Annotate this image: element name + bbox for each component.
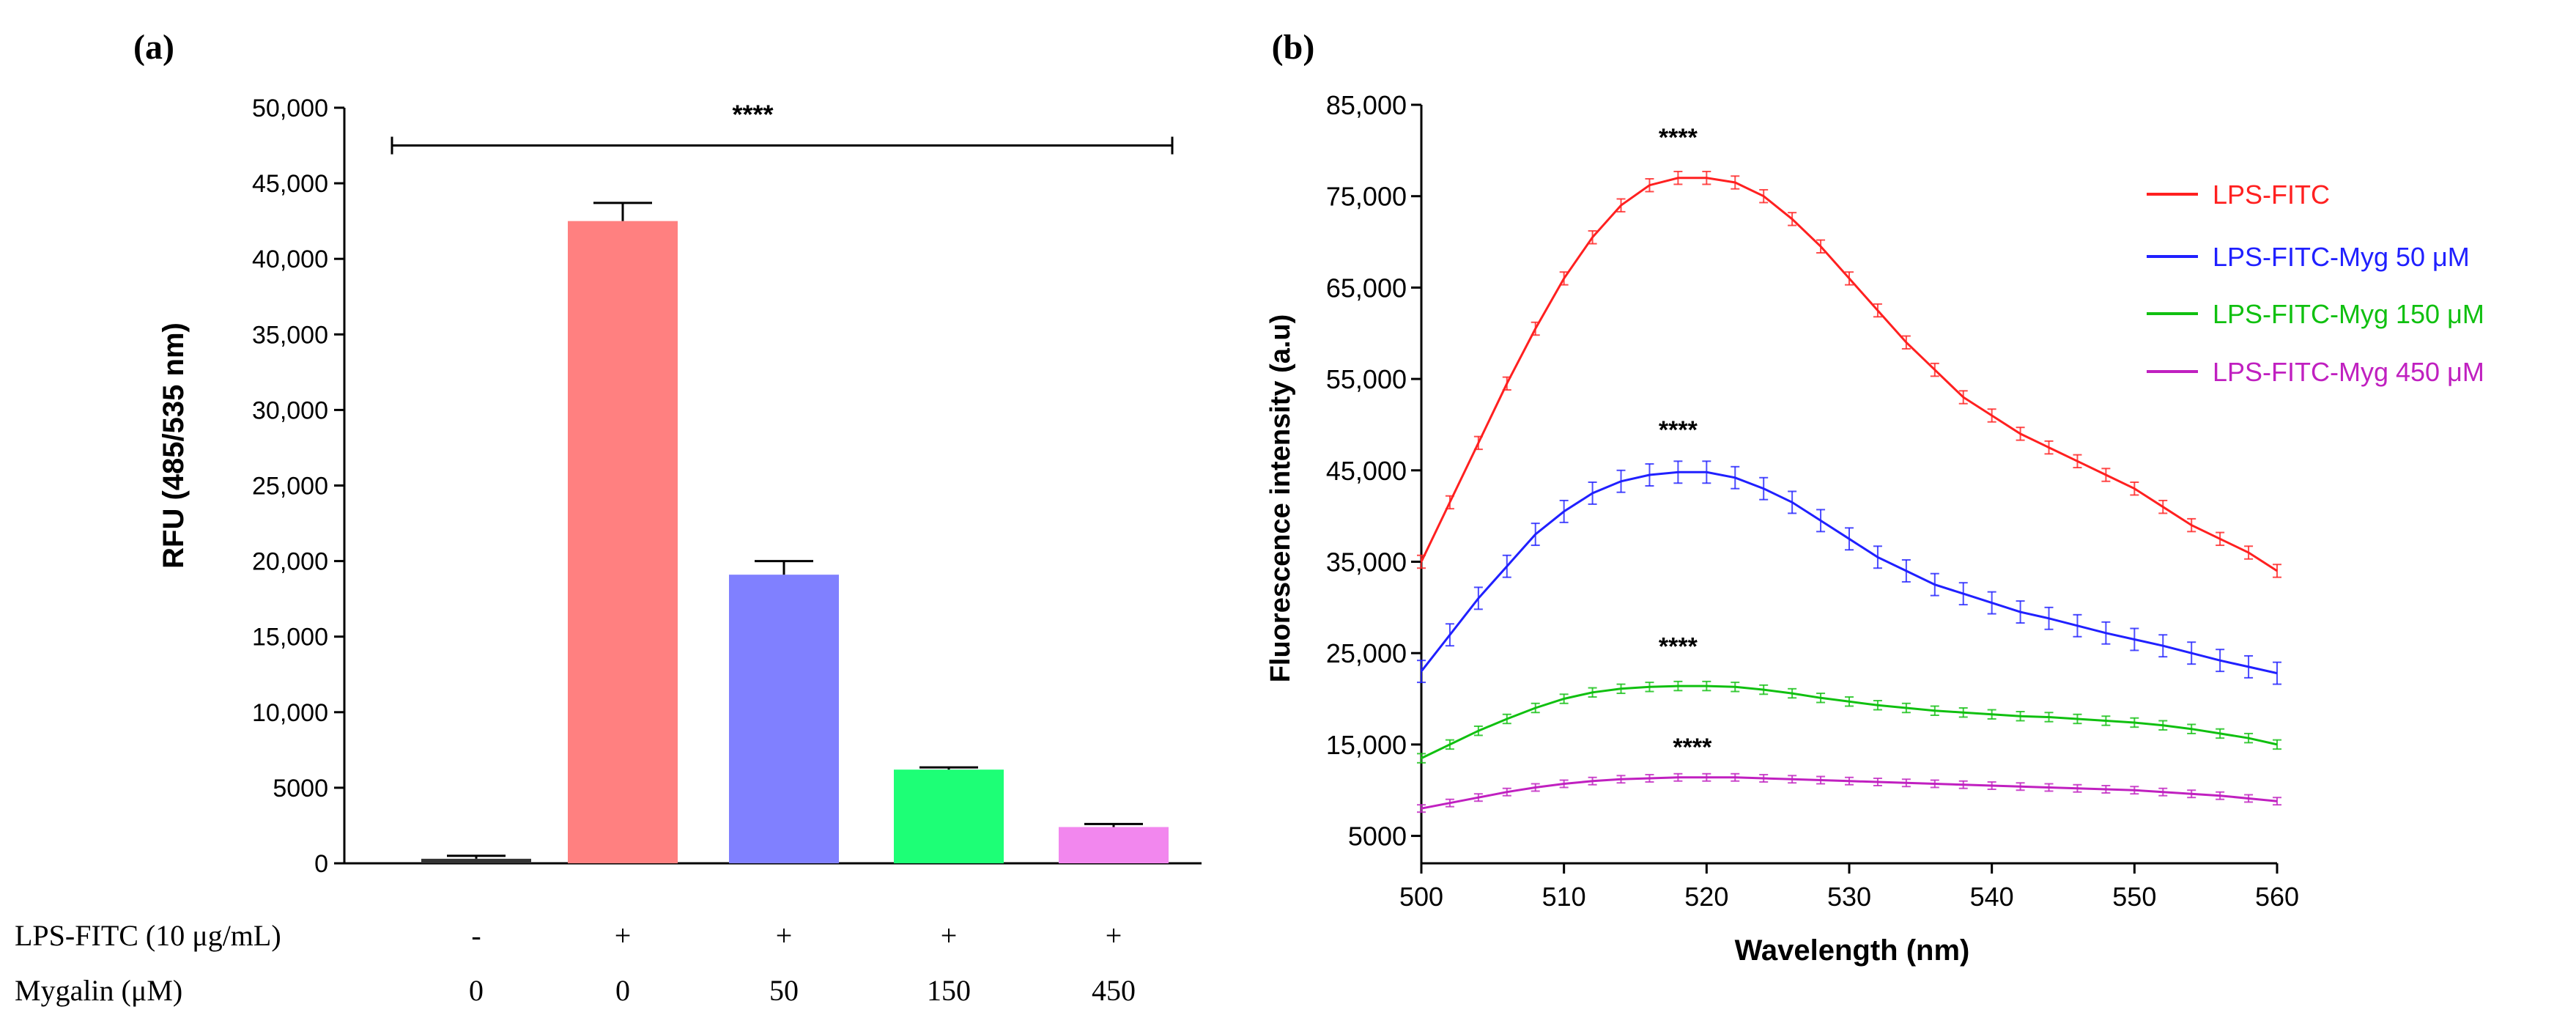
condition-label-mygalin: Mygalin (μM): [15, 974, 182, 1007]
y-tick-label: 35,000: [1326, 547, 1407, 577]
y-tick-label: 5000: [1348, 822, 1407, 852]
x-tick-label: 530: [1827, 882, 1871, 912]
y-tick-label: 10,000: [252, 699, 328, 727]
y-tick-label: 55,000: [1326, 364, 1407, 394]
series-line: [1420, 470, 2278, 675]
panel-a-y-axis-label: RFU (485/535 nm): [158, 322, 190, 569]
y-tick-label: 5000: [273, 775, 328, 802]
x-tick-label: 510: [1542, 882, 1586, 912]
bar: [421, 858, 531, 863]
panel-a-bars: [421, 221, 1169, 863]
panel-a-y-ticks: 0 5000 10,000 15,000 20,000 25,000 30,000 35,00…: [252, 95, 344, 878]
y-tick-label: 25,000: [252, 473, 328, 501]
x-tick-label: 550: [2112, 882, 2156, 912]
x-tick-label: 500: [1399, 882, 1443, 912]
y-tick-label: 25,000: [1326, 638, 1407, 668]
x-tick-label: 540: [1970, 882, 2014, 912]
legend-label-myg-150: LPS-FITC-Myg 150 μM: [2213, 299, 2484, 329]
significance-stars: ****: [1673, 734, 1712, 761]
condition-value: +: [615, 919, 632, 952]
bar: [729, 575, 839, 863]
bar: [568, 221, 678, 863]
condition-value: 150: [927, 974, 971, 1007]
bar: [1059, 827, 1169, 863]
panel-b-y-ticks: 5000 15,000 25,000 35,000 45,000 55,000 65,000…: [1326, 90, 1421, 852]
significance-stars: ****: [1659, 416, 1698, 444]
y-tick-label: 50,000: [252, 95, 328, 122]
series-0: [1417, 171, 2281, 578]
y-tick-label: 40,000: [252, 246, 328, 273]
panel-a-significance-bracket: ****: [391, 100, 1174, 155]
panel-b-x-ticks: 500 510 520 530 540 550 560: [1399, 863, 2299, 912]
x-tick-label: 560: [2255, 882, 2299, 912]
series-1: [1417, 460, 2281, 685]
y-tick-label: 15,000: [1326, 730, 1407, 760]
legend-label-myg-50: LPS-FITC-Myg 50 μM: [2213, 242, 2470, 272]
condition-label-lps-fitc: LPS-FITC (10 μg/mL): [15, 919, 281, 952]
condition-value: -: [471, 919, 481, 952]
significance-stars: ****: [1659, 124, 1698, 152]
y-tick-label: 0: [314, 850, 328, 878]
condition-value: +: [941, 919, 958, 952]
y-tick-label: 20,000: [252, 548, 328, 576]
condition-value: 450: [1092, 974, 1136, 1007]
y-tick-label: 45,000: [1326, 456, 1407, 486]
y-tick-label: 15,000: [252, 624, 328, 652]
series-2: [1417, 680, 2281, 764]
panel-a-label: (a): [133, 28, 174, 67]
panel-b-y-axis-label: Fluorescence intensity (a.u): [1265, 314, 1296, 683]
legend: LPS-FITC LPS-FITC-Myg 50 μM LPS-FITC-Myg…: [2147, 180, 2484, 387]
y-tick-label: 30,000: [252, 396, 328, 424]
panel-a-error-bars: [447, 202, 1143, 859]
series-line: [1420, 177, 2278, 572]
condition-value: 0: [469, 974, 484, 1007]
y-tick-label: 75,000: [1326, 182, 1407, 212]
panel-b-series: [1417, 171, 2281, 813]
panel-b-x-axis-label: Wavelength (nm): [1735, 934, 1970, 967]
y-tick-label: 85,000: [1326, 90, 1407, 120]
legend-label-myg-450: LPS-FITC-Myg 450 μM: [2213, 357, 2484, 387]
y-tick-label: 65,000: [1326, 273, 1407, 303]
condition-value: +: [776, 919, 793, 952]
panel-b-label: (b): [1272, 28, 1315, 67]
panel-b-line-chart: (b) Fluorescence intensity (a.u) Wavelen…: [1265, 28, 2484, 967]
bar: [894, 770, 1004, 863]
condition-value: +: [1106, 919, 1122, 952]
x-tick-label: 520: [1684, 882, 1728, 912]
significance-stars: ****: [732, 100, 773, 130]
condition-value: 50: [769, 974, 799, 1007]
condition-value: 0: [615, 974, 630, 1007]
y-tick-label: 45,000: [252, 170, 328, 198]
significance-stars: ****: [1659, 633, 1698, 661]
panel-a-bar-chart: (a) RFU (485/535 nm) 0500010,00015,00020…: [15, 28, 1202, 1007]
series-3: [1417, 772, 2281, 813]
legend-label-lps-fitc: LPS-FITC: [2213, 180, 2330, 210]
panel-b-annotations: **** **** **** ****: [1659, 124, 1712, 761]
y-tick-label: 35,000: [252, 321, 328, 349]
